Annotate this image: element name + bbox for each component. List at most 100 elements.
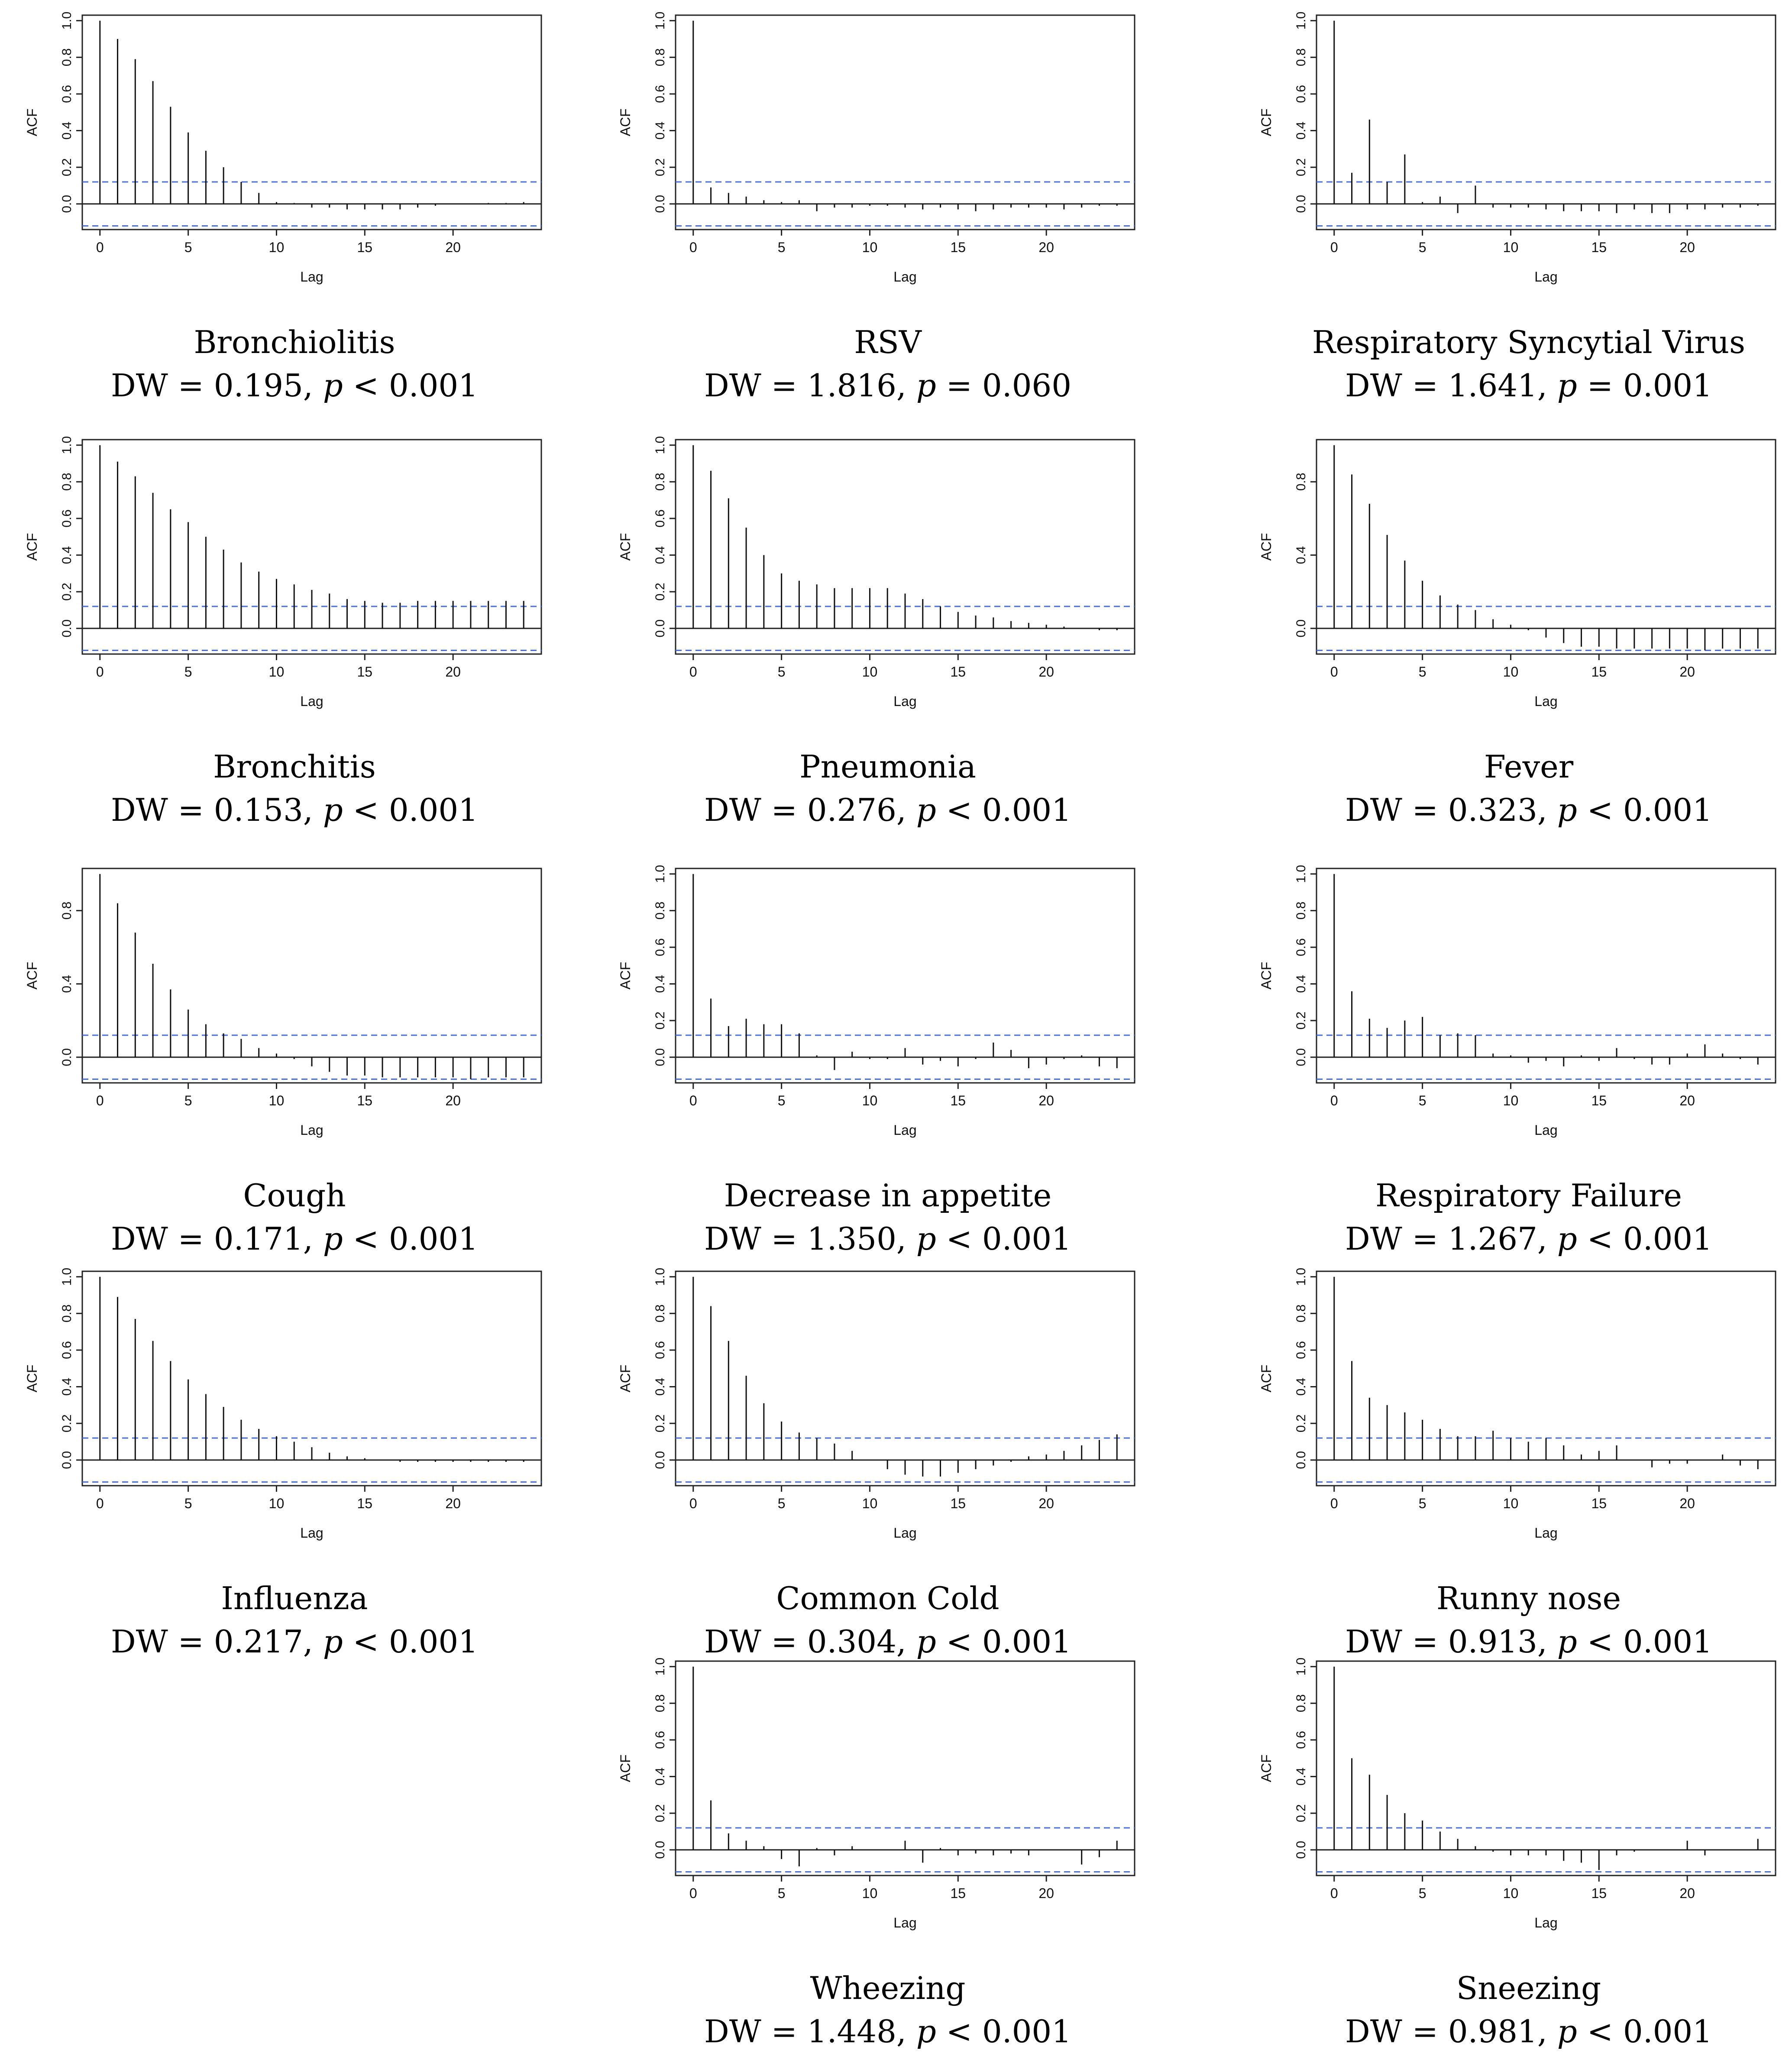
plot-frame xyxy=(81,14,542,230)
y-axis-label: ACF xyxy=(24,962,40,990)
plot-frame xyxy=(1316,14,1776,230)
x-tick-label: 15 xyxy=(357,1093,373,1108)
caption-stat: DW = 0.195, p < 0.001 xyxy=(13,364,576,407)
y-tick-label: 0.0 xyxy=(653,1451,667,1469)
p-value: < 0.001 xyxy=(936,1623,1072,1660)
y-axis-label: ACF xyxy=(618,109,633,136)
y-tick-label: 0.4 xyxy=(1294,546,1308,564)
x-tick-label: 10 xyxy=(1503,1885,1519,1901)
acf-panel-sneezing: 0.0 0.2 0.4 0.6 0.8 1.0 0 5 10 15 20 Lag ACF Sneezin… xyxy=(1247,1655,1792,2053)
y-tick-label: 0.6 xyxy=(60,1341,74,1359)
y-tick-label: 0.4 xyxy=(1294,1378,1308,1396)
x-tick-label: 10 xyxy=(862,1093,878,1108)
x-axis-label: Lag xyxy=(1534,1915,1557,1931)
y-tick-label: 0.4 xyxy=(1294,975,1308,993)
acf-panel-bronchitis: 0.0 0.2 0.4 0.6 0.8 1.0 0 5 10 15 20 Lag ACF Bronchi… xyxy=(13,433,576,832)
plot-frame xyxy=(675,1660,1135,1876)
plot-frame xyxy=(1316,439,1776,655)
caption-stat: DW = 1.267, p < 0.001 xyxy=(1247,1217,1792,1260)
y-tick-label: 0.8 xyxy=(60,1304,74,1322)
caption-title: Wheezing xyxy=(810,1970,966,2006)
x-tick-label: 20 xyxy=(1038,1093,1054,1108)
x-axis-label: Lag xyxy=(893,693,916,709)
p-symbol: p xyxy=(916,367,936,404)
caption-stat: DW = 0.217, p < 0.001 xyxy=(13,1620,576,1663)
p-value: = 0.001 xyxy=(1577,367,1713,404)
x-tick-label: 5 xyxy=(1419,1496,1426,1511)
y-tick-label: 0.6 xyxy=(1294,938,1308,956)
dw-value: DW = 0.981, xyxy=(1345,2013,1557,2050)
y-tick-label: 0.0 xyxy=(60,1451,74,1469)
caption-title: RSV xyxy=(854,324,922,360)
acf-panel-respiratory-failure: 0.0 0.2 0.4 0.6 0.8 1.0 0 5 10 15 20 Lag ACF Respira… xyxy=(1247,862,1792,1260)
caption-stat: DW = 1.816, p = 0.060 xyxy=(606,364,1169,407)
dw-value: DW = 1.350, xyxy=(704,1221,916,1257)
p-value: < 0.001 xyxy=(343,367,479,404)
x-tick-label: 5 xyxy=(1419,664,1426,680)
caption: Influenza DW = 0.217, p < 0.001 xyxy=(13,1577,576,1663)
x-axis-label: Lag xyxy=(300,1525,323,1541)
acf-panel-fever: 0.0 0.4 0.8 0 5 10 15 20 Lag ACF Fever DW = 0.323… xyxy=(1247,433,1792,832)
x-tick-label: 15 xyxy=(357,240,373,255)
y-tick-label: 0.8 xyxy=(60,473,74,491)
p-value: < 0.001 xyxy=(343,1623,479,1660)
caption-title: Fever xyxy=(1484,748,1574,785)
x-tick-label: 0 xyxy=(689,1496,697,1511)
y-axis-label: ACF xyxy=(618,533,633,561)
p-value: < 0.001 xyxy=(1577,2013,1713,2050)
x-tick-label: 5 xyxy=(778,1885,786,1901)
y-tick-label: 0.2 xyxy=(653,1804,667,1822)
x-axis-label: Lag xyxy=(300,693,323,709)
p-value: < 0.001 xyxy=(1577,1623,1713,1660)
x-axis-label: Lag xyxy=(893,269,916,285)
x-tick-label: 15 xyxy=(951,1496,966,1511)
x-tick-label: 5 xyxy=(1419,1885,1426,1901)
p-value: < 0.001 xyxy=(936,1221,1072,1257)
p-symbol: p xyxy=(323,1221,343,1257)
y-tick-label: 1.0 xyxy=(1294,12,1308,30)
dw-value: DW = 0.304, xyxy=(704,1623,916,1660)
x-tick-label: 5 xyxy=(184,240,192,255)
y-tick-label: 0.8 xyxy=(1294,473,1308,491)
y-tick-label: 0.2 xyxy=(653,1011,667,1030)
caption: Bronchiolitis DW = 0.195, p < 0.001 xyxy=(13,321,576,407)
p-value: < 0.001 xyxy=(1577,1221,1713,1257)
y-tick-label: 1.0 xyxy=(1294,1658,1308,1676)
plot-frame xyxy=(675,868,1135,1084)
y-tick-label: 0.4 xyxy=(1294,1768,1308,1786)
p-value: < 0.001 xyxy=(1577,792,1713,828)
acf-panel-bronchiolitis: 0.0 0.2 0.4 0.6 0.8 1.0 0 5 10 15 20 Lag ACF Bronchi… xyxy=(13,9,576,407)
y-tick-label: 0.4 xyxy=(653,122,667,140)
p-symbol: p xyxy=(916,1623,936,1660)
y-tick-label: 0.4 xyxy=(60,546,74,564)
x-tick-label: 15 xyxy=(951,664,966,680)
x-tick-label: 0 xyxy=(96,664,104,680)
x-tick-label: 15 xyxy=(1591,664,1607,680)
caption-title: Pneumonia xyxy=(799,748,976,785)
plot-frame xyxy=(675,14,1135,230)
caption: Sneezing DW = 0.981, p < 0.001 xyxy=(1247,1966,1792,2053)
caption-title: Influenza xyxy=(221,1580,368,1616)
x-tick-label: 10 xyxy=(1503,664,1519,680)
x-tick-label: 10 xyxy=(862,240,878,255)
x-tick-label: 15 xyxy=(951,1093,966,1108)
p-symbol: p xyxy=(323,792,343,828)
x-tick-label: 5 xyxy=(778,664,786,680)
x-tick-label: 20 xyxy=(1038,1496,1054,1511)
dw-value: DW = 1.267, xyxy=(1345,1221,1557,1257)
x-axis-label: Lag xyxy=(1534,1525,1557,1541)
y-tick-label: 0.0 xyxy=(60,1048,74,1066)
acf-panel-influenza: 0.0 0.2 0.4 0.6 0.8 1.0 0 5 10 15 20 Lag ACF Influen… xyxy=(13,1265,576,1663)
caption: Runny nose DW = 0.913, p < 0.001 xyxy=(1247,1577,1792,1663)
p-symbol: p xyxy=(1557,367,1577,404)
plot-frame xyxy=(81,1270,542,1487)
y-tick-label: 0.4 xyxy=(60,122,74,140)
y-tick-label: 0.6 xyxy=(1294,1341,1308,1359)
y-tick-label: 0.8 xyxy=(1294,1694,1308,1712)
caption-stat: DW = 0.304, p < 0.001 xyxy=(606,1620,1169,1663)
plot-frame xyxy=(81,439,542,655)
y-tick-label: 0.8 xyxy=(1294,901,1308,920)
x-tick-label: 0 xyxy=(1330,1885,1338,1901)
y-tick-label: 0.4 xyxy=(653,546,667,564)
y-tick-label: 1.0 xyxy=(653,1268,667,1286)
